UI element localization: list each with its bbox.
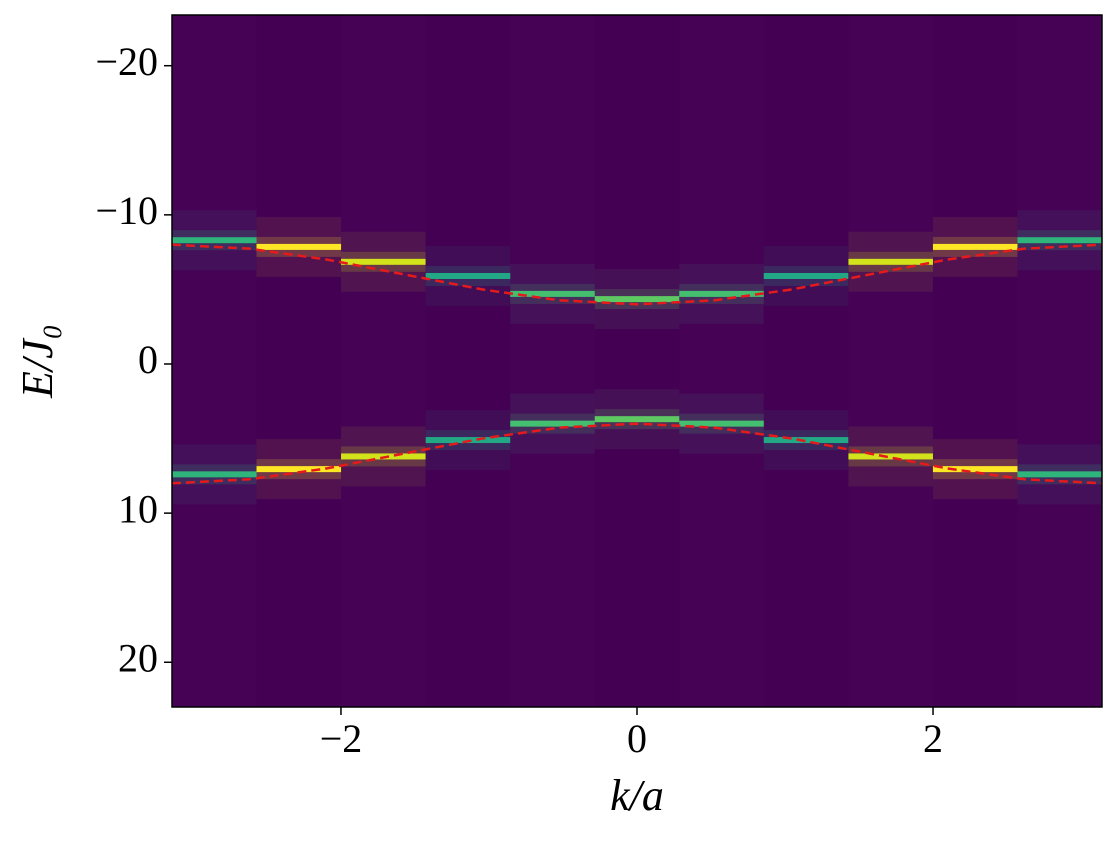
- peak-band: [172, 471, 257, 478]
- heatmap-background: [172, 15, 1102, 707]
- column-haze: [341, 15, 426, 707]
- column-haze: [510, 15, 595, 707]
- peak-band: [679, 420, 764, 427]
- peak-band: [510, 420, 595, 427]
- peak-band: [594, 416, 680, 423]
- y-tick-label: −20: [95, 39, 158, 84]
- peak-band: [763, 272, 849, 279]
- peak-band: [256, 243, 342, 250]
- column-haze: [1017, 15, 1102, 707]
- dispersion-curve: [171, 243, 1103, 306]
- peak-band: [932, 466, 1018, 473]
- x-tick-label: 0: [627, 716, 647, 761]
- peak-band: [848, 258, 933, 265]
- peak-band: [932, 243, 1018, 250]
- peak-band: [1017, 237, 1102, 244]
- dispersion-curve: [171, 422, 1103, 485]
- peak-band: [679, 290, 764, 297]
- column-haze: [679, 15, 764, 707]
- peak-band: [341, 258, 426, 265]
- column-haze: [848, 15, 933, 707]
- x-axis-label: k/a: [610, 771, 664, 820]
- y-tick-label: 0: [138, 337, 158, 382]
- peak-band: [763, 437, 849, 444]
- x-tick-label: 2: [923, 716, 943, 761]
- peak-band: [256, 466, 342, 473]
- peak-band: [425, 272, 511, 279]
- peak-band: [848, 453, 933, 460]
- y-tick-label: 20: [118, 635, 158, 680]
- y-tick-label: 10: [118, 486, 158, 531]
- x-tick-label: −2: [320, 716, 363, 761]
- peak-band: [172, 237, 257, 244]
- peak-band: [594, 296, 680, 303]
- y-axis-label: E/J₀: [13, 324, 62, 399]
- peak-band: [1017, 471, 1102, 478]
- peak-band: [510, 290, 595, 297]
- column-haze: [172, 15, 257, 707]
- y-tick-label: −10: [95, 188, 158, 233]
